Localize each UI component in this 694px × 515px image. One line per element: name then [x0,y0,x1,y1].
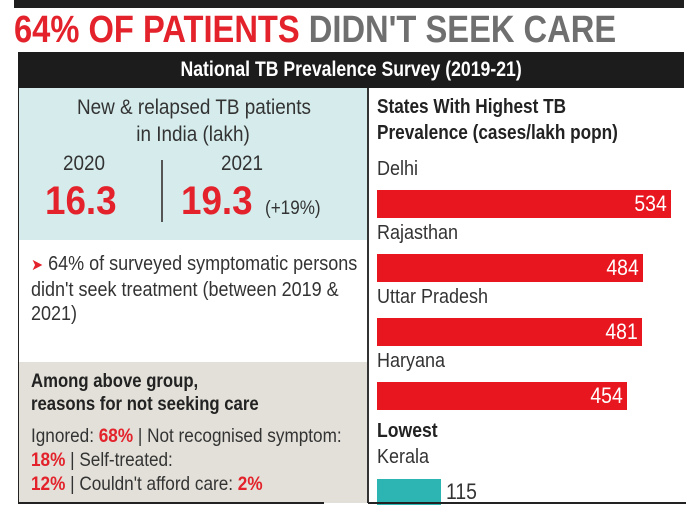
reason-label: Couldn't afford care: [79,473,234,495]
headline-grey: DIDN'T SEEK CARE [308,9,617,51]
value-2020: 16.3 [45,179,117,223]
bar-value-label: 534 [634,191,667,216]
year-divider [161,160,163,222]
reason-value: 2% [237,473,263,495]
left-column: New & relapsed TB patients in India (lak… [18,88,368,503]
bar: 484 [377,254,643,282]
arrow-icon: ➤ [31,257,44,274]
chart-title: States With Highest TB Prevalence (cases/… [377,96,618,144]
state-label: Haryana [377,350,446,372]
lowest-state-label: Kerala [377,446,430,468]
subtitle: National TB Prevalence Survey (2019-21) [180,58,522,81]
reasons-list: Ignored: 68% | Not recognised symptom: 1… [31,425,342,495]
reason-value: 18% [31,449,66,471]
reason-value: 68% [98,425,134,447]
state-label: Rajasthan [377,222,459,244]
subtitle-bar: National TB Prevalence Survey (2019-21) [18,52,684,88]
year-2021-label: 2021 [221,152,264,175]
top-rule [14,0,684,8]
bar-value-label: 484 [606,255,639,280]
cases-title-line2: in India (lakh) [136,123,251,146]
reason-label: Ignored: [31,425,94,447]
note-panel: ➤ 64% of surveyed symptomatic persons di… [19,240,368,362]
lowest-heading: Lowest [377,420,438,442]
reason-label: Self-treated: [79,449,173,471]
cases-title: New & relapsed TB patients in India (lak… [19,94,368,148]
reason-label: Not recognised symptom: [147,425,342,447]
bar: 454 [377,382,627,410]
lowest-value-label: 115 [446,479,477,504]
reasons-panel: Among above group, reasons for not seekin… [19,362,368,503]
lowest-bar [377,479,441,505]
bar: 481 [377,318,642,346]
cases-panel: New & relapsed TB patients in India (lak… [19,88,368,240]
reason-value: 12% [31,473,66,495]
note-text: ➤ 64% of surveyed symptomatic persons di… [31,252,361,326]
value-2021: 19.3 [181,179,253,223]
cases-title-line1: New & relapsed TB patients [76,96,311,119]
bottom-rule-right [368,502,686,504]
states-chart: States With Highest TB Prevalence (cases/… [369,88,684,505]
year-2020-label: 2020 [63,152,106,175]
change-percent: (+19%) [265,198,321,219]
bar-value-label: 454 [590,383,623,408]
headline: 64% OF PATIENTS DIDN'T SEEK CARE [14,8,616,52]
column-divider [367,88,369,503]
bar-value-label: 481 [605,319,638,344]
reasons-title: Among above group, reasons for not seekin… [31,371,259,415]
bottom-rule-left [18,502,324,504]
bar: 534 [377,190,671,218]
state-label: Uttar Pradesh [377,286,489,308]
state-label: Delhi [377,158,419,180]
headline-red: 64% OF PATIENTS [14,9,300,51]
note: 64% of surveyed symptomatic persons didn… [31,253,358,325]
